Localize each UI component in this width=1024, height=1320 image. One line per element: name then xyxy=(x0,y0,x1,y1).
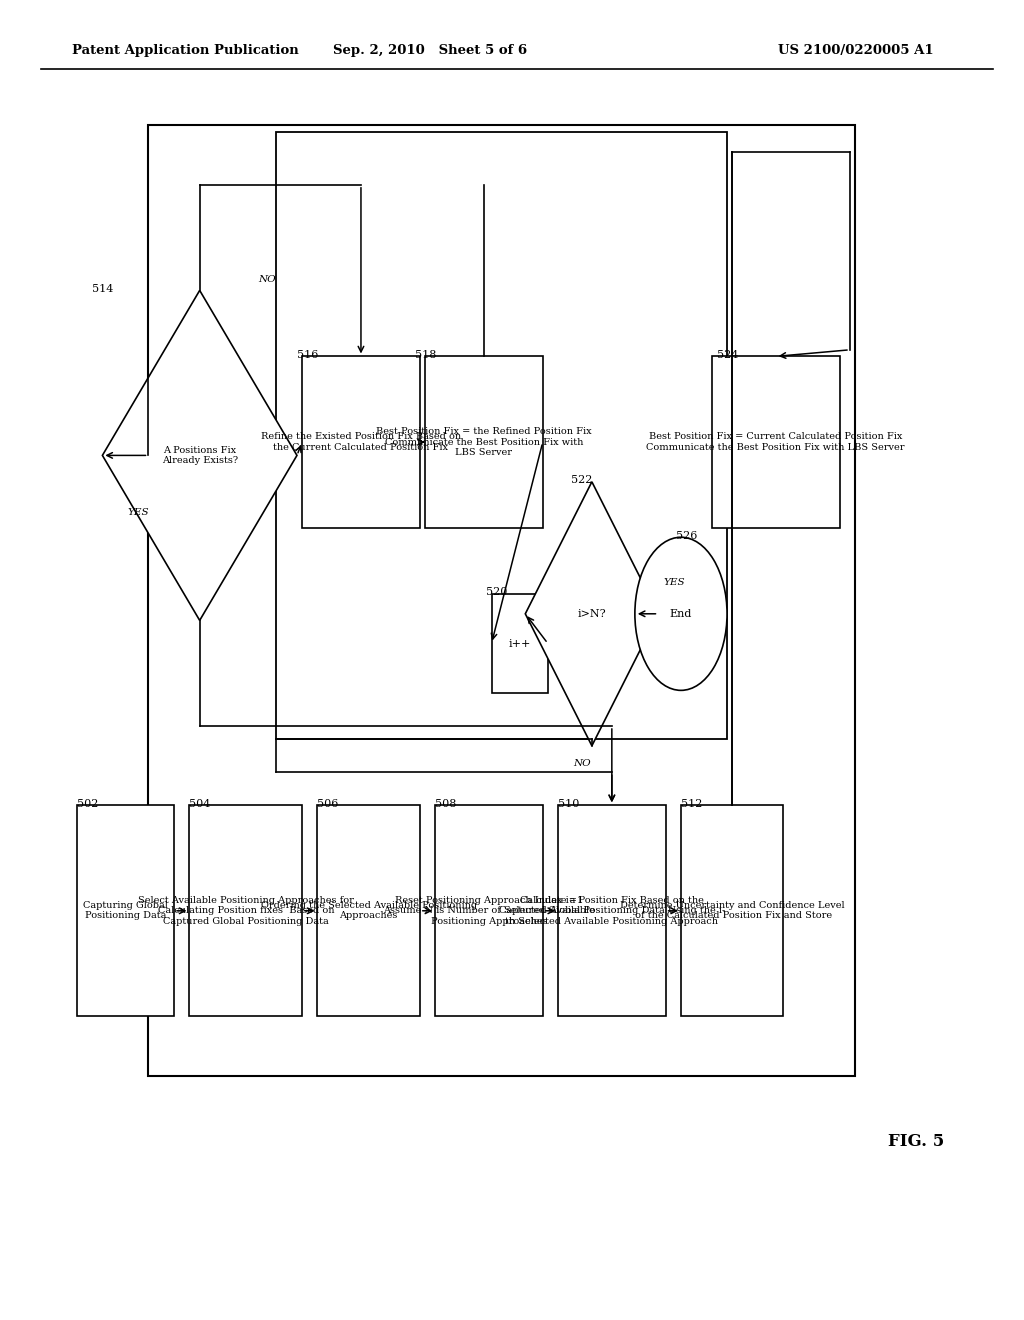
Bar xyxy=(435,805,543,1016)
Text: Refine the Existed Position Fix Based on
the Current Calculated Position Fix: Refine the Existed Position Fix Based on… xyxy=(261,433,461,451)
Bar xyxy=(558,805,666,1016)
Text: i>N?: i>N? xyxy=(578,609,606,619)
Bar xyxy=(276,132,727,739)
Text: i++: i++ xyxy=(509,639,530,648)
Text: 508: 508 xyxy=(435,799,457,809)
Text: Capturing Global
Positioning Data: Capturing Global Positioning Data xyxy=(83,902,168,920)
Bar xyxy=(712,356,840,528)
Ellipse shape xyxy=(635,537,727,690)
Bar xyxy=(148,125,855,1076)
Text: Reset Positioning Approach Index i=1
Assume N is Number of Selected Available
Po: Reset Positioning Approach Index i=1 Ass… xyxy=(383,896,595,925)
Text: Ordering the Selected Available Positioning
Approaches: Ordering the Selected Available Position… xyxy=(260,902,477,920)
Bar xyxy=(302,356,420,528)
Text: Calculate a Position Fix Based on the
Captured Global Positioning Data Using the: Calculate a Position Fix Based on the Ca… xyxy=(499,896,725,925)
Bar xyxy=(492,594,548,693)
Text: 504: 504 xyxy=(189,799,211,809)
Text: A Positions Fix
Already Exists?: A Positions Fix Already Exists? xyxy=(162,446,238,465)
Text: 526: 526 xyxy=(676,531,697,541)
Polygon shape xyxy=(525,482,658,746)
Text: 514: 514 xyxy=(92,284,114,294)
Text: 518: 518 xyxy=(415,350,436,360)
Text: End: End xyxy=(670,609,692,619)
Polygon shape xyxy=(102,290,297,620)
Text: 512: 512 xyxy=(681,799,702,809)
Text: Best Position Fix = Current Calculated Position Fix
Communicate the Best Positio: Best Position Fix = Current Calculated P… xyxy=(646,433,905,451)
Text: YES: YES xyxy=(127,508,150,517)
Text: NO: NO xyxy=(572,759,591,768)
Text: FIG. 5: FIG. 5 xyxy=(889,1134,944,1150)
Bar xyxy=(317,805,420,1016)
Text: 520: 520 xyxy=(486,587,508,598)
Bar xyxy=(189,805,302,1016)
Text: Sep. 2, 2010   Sheet 5 of 6: Sep. 2, 2010 Sheet 5 of 6 xyxy=(333,44,527,57)
Text: YES: YES xyxy=(664,578,685,587)
Text: Best Position Fix = the Refined Position Fix
Communicate the Best Position Fix w: Best Position Fix = the Refined Position… xyxy=(376,428,592,457)
Bar xyxy=(77,805,174,1016)
Text: Select Available Positioning Approaches for
Calculating Position fixes  Based on: Select Available Positioning Approaches … xyxy=(138,896,353,925)
Text: 510: 510 xyxy=(558,799,580,809)
Text: Patent Application Publication: Patent Application Publication xyxy=(72,44,298,57)
Text: 522: 522 xyxy=(571,475,593,486)
Text: 524: 524 xyxy=(717,350,738,360)
Bar xyxy=(681,805,783,1016)
Text: 516: 516 xyxy=(297,350,318,360)
Bar xyxy=(425,356,543,528)
Text: 502: 502 xyxy=(77,799,98,809)
Text: NO: NO xyxy=(258,275,276,284)
Text: US 2100/0220005 A1: US 2100/0220005 A1 xyxy=(778,44,934,57)
Text: 506: 506 xyxy=(317,799,339,809)
Text: Determine Uncertainty and Confidence Level
 of the Calculated Position Fix and S: Determine Uncertainty and Confidence Lev… xyxy=(620,902,845,920)
